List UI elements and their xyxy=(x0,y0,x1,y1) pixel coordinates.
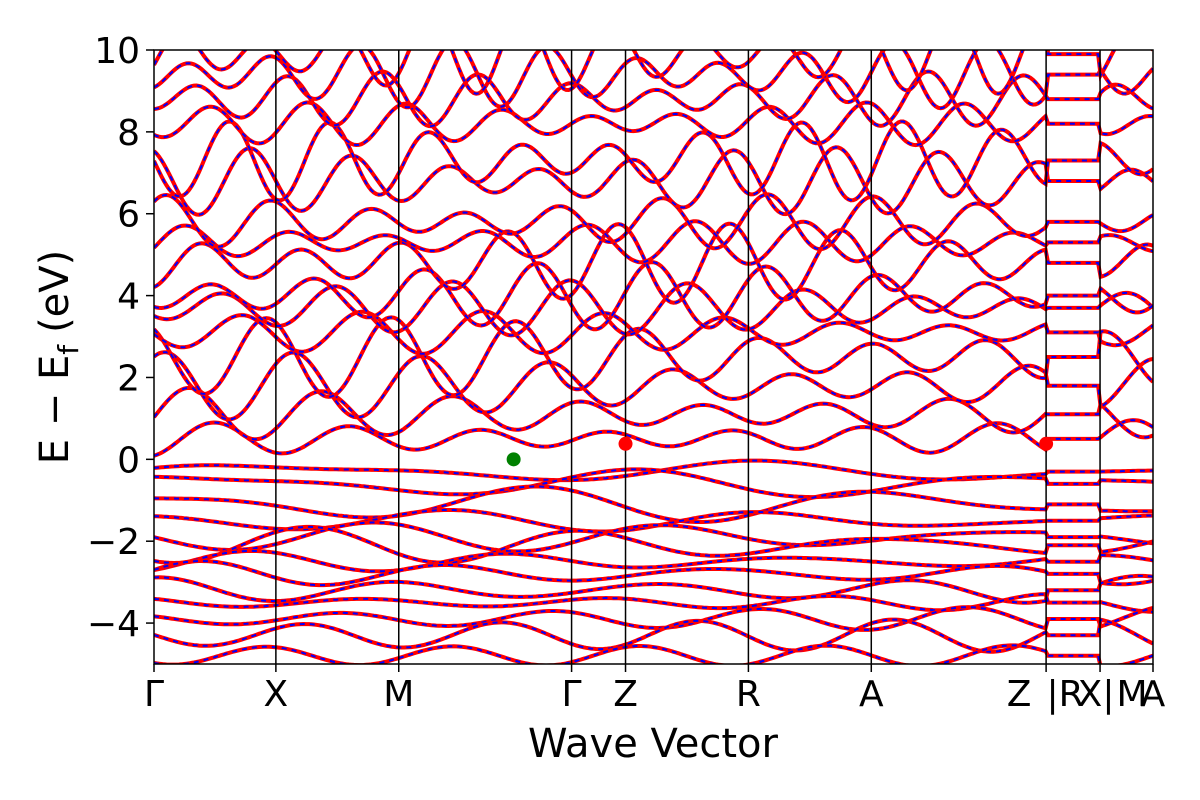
x-axis-label: Wave Vector xyxy=(528,721,779,767)
plot-frame xyxy=(153,49,1154,665)
x-tick-label: A xyxy=(859,674,884,715)
band-line xyxy=(154,605,1153,632)
band-line-dashed xyxy=(154,560,1153,587)
band-line xyxy=(154,260,1153,332)
x-tick-label: R xyxy=(736,674,761,715)
band-line-dashed xyxy=(154,521,1153,553)
band-line-dashed xyxy=(154,316,1153,398)
band-line-dashed xyxy=(154,261,1153,331)
band-line-dashed xyxy=(154,279,1153,337)
band-line-dashed xyxy=(154,574,1153,604)
band-line xyxy=(154,418,1153,458)
band-line xyxy=(154,484,1153,524)
band-line xyxy=(154,559,1153,588)
y-tick-label: 10 xyxy=(94,31,140,72)
y-tick-label: 0 xyxy=(117,440,140,481)
y-axis-label: E − Ef(eV) xyxy=(32,250,85,465)
band-line-dashed xyxy=(154,70,1153,128)
x-tick-label: X| xyxy=(1078,674,1115,715)
band-line-dashed xyxy=(154,120,1153,202)
band-line-dashed xyxy=(154,618,1153,653)
band-edge-markers xyxy=(506,436,1054,467)
band-line xyxy=(154,221,1153,305)
y-tick-label: −4 xyxy=(87,604,140,645)
band-line-dashed xyxy=(154,351,1153,421)
x-tick-label: |R xyxy=(1047,674,1084,715)
y-tick-label: 8 xyxy=(117,113,140,154)
bands-layer xyxy=(154,50,1153,664)
x-tick-label: Z xyxy=(1007,674,1032,715)
x-tick-label: Γ xyxy=(144,674,164,715)
band-line-dashed xyxy=(154,525,1153,565)
y-tick-label: −2 xyxy=(87,522,140,563)
band-line xyxy=(154,548,1153,574)
band-line-dashed xyxy=(154,593,1153,613)
x-tick-label: Γ xyxy=(562,674,582,715)
band-line xyxy=(154,350,1153,422)
band-line xyxy=(154,145,1153,217)
x-tick-label: X xyxy=(264,674,289,715)
x-tick-label: M xyxy=(1116,674,1147,715)
band-line xyxy=(154,69,1153,129)
cbm-marker xyxy=(1039,436,1054,451)
band-line-dashed xyxy=(154,50,1153,95)
band-line-dashed xyxy=(154,50,1153,110)
y-tick-label: 4 xyxy=(117,277,140,318)
x-tick-label: Z xyxy=(613,674,638,715)
band-line-dashed xyxy=(154,220,1153,265)
band-line-dashed xyxy=(154,468,1153,499)
y-tick-label: 2 xyxy=(117,358,140,399)
band-line-dashed xyxy=(154,606,1153,631)
y-tick-label: 6 xyxy=(117,195,140,236)
band-line-dashed xyxy=(154,309,1153,355)
band-line-dashed xyxy=(154,419,1153,457)
kpoint-lines xyxy=(275,50,1101,664)
x-tick-label: A xyxy=(1141,674,1166,715)
x-axis-ticks: Γ X M Γ Z R A Z |RX| MA xyxy=(144,664,1166,715)
cbm-marker xyxy=(618,436,633,451)
x-tick-label: M xyxy=(383,674,414,715)
vbm-marker xyxy=(506,452,521,467)
band-line xyxy=(154,100,1153,148)
y-axis-ticks: −4 −2 0 2 4 6 8 10 xyxy=(87,31,154,645)
svg-text:E − Ef(eV): E − Ef(eV) xyxy=(32,250,85,465)
band-line-dashed xyxy=(154,386,1153,441)
band-line xyxy=(154,385,1153,442)
band-line-dashed xyxy=(154,644,1153,664)
